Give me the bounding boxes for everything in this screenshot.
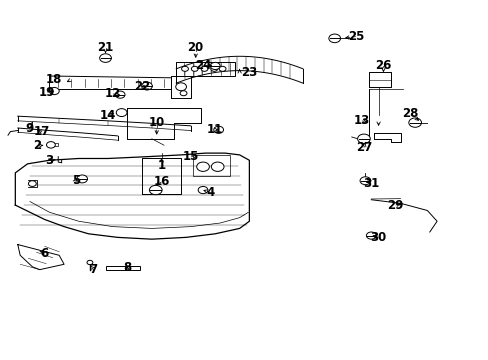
- Text: 2: 2: [33, 139, 41, 152]
- Circle shape: [46, 141, 55, 148]
- Text: 30: 30: [370, 231, 386, 244]
- Circle shape: [210, 62, 220, 69]
- Text: 5: 5: [72, 174, 80, 186]
- Text: 4: 4: [206, 186, 214, 199]
- Circle shape: [181, 66, 188, 71]
- Circle shape: [175, 83, 186, 91]
- Circle shape: [100, 54, 111, 62]
- Circle shape: [115, 91, 125, 98]
- Text: 16: 16: [153, 175, 169, 188]
- Circle shape: [357, 134, 369, 143]
- Bar: [105, 266, 140, 270]
- Text: 12: 12: [104, 87, 121, 100]
- Circle shape: [28, 181, 36, 186]
- Circle shape: [219, 66, 225, 71]
- Circle shape: [328, 34, 340, 42]
- Bar: [52, 143, 58, 146]
- Circle shape: [49, 87, 59, 95]
- Text: 17: 17: [34, 125, 50, 138]
- Text: 20: 20: [187, 41, 203, 54]
- Text: 23: 23: [241, 66, 257, 79]
- Text: 28: 28: [401, 107, 418, 120]
- Circle shape: [210, 66, 217, 71]
- Circle shape: [116, 109, 127, 117]
- Text: 22: 22: [134, 80, 150, 93]
- Text: 3: 3: [45, 154, 53, 167]
- Text: 9: 9: [26, 122, 34, 135]
- Circle shape: [77, 175, 87, 183]
- Circle shape: [196, 162, 209, 171]
- Circle shape: [191, 66, 198, 71]
- Text: 7: 7: [89, 263, 97, 276]
- Text: 14: 14: [100, 109, 116, 122]
- Circle shape: [180, 91, 186, 96]
- Text: 18: 18: [46, 73, 62, 86]
- Circle shape: [211, 162, 224, 171]
- Text: 13: 13: [353, 114, 369, 127]
- Text: 25: 25: [348, 30, 364, 43]
- Text: 21: 21: [97, 41, 113, 54]
- Text: 19: 19: [39, 86, 55, 99]
- Text: 11: 11: [207, 123, 223, 136]
- Circle shape: [366, 232, 375, 239]
- Text: 15: 15: [183, 150, 199, 163]
- Bar: [193, 155, 229, 176]
- Circle shape: [201, 66, 207, 71]
- Text: 8: 8: [123, 261, 131, 274]
- Circle shape: [408, 118, 421, 127]
- Text: 1: 1: [157, 159, 165, 172]
- Circle shape: [213, 126, 223, 134]
- Text: 10: 10: [148, 116, 164, 129]
- Circle shape: [149, 185, 162, 195]
- Circle shape: [87, 260, 93, 265]
- Circle shape: [142, 82, 152, 90]
- Text: 6: 6: [41, 247, 49, 260]
- Text: 24: 24: [194, 59, 211, 72]
- Circle shape: [198, 186, 207, 194]
- Circle shape: [359, 177, 370, 185]
- Text: 26: 26: [374, 59, 391, 72]
- Text: 27: 27: [355, 141, 371, 154]
- Text: 29: 29: [386, 199, 403, 212]
- Text: 31: 31: [363, 177, 379, 190]
